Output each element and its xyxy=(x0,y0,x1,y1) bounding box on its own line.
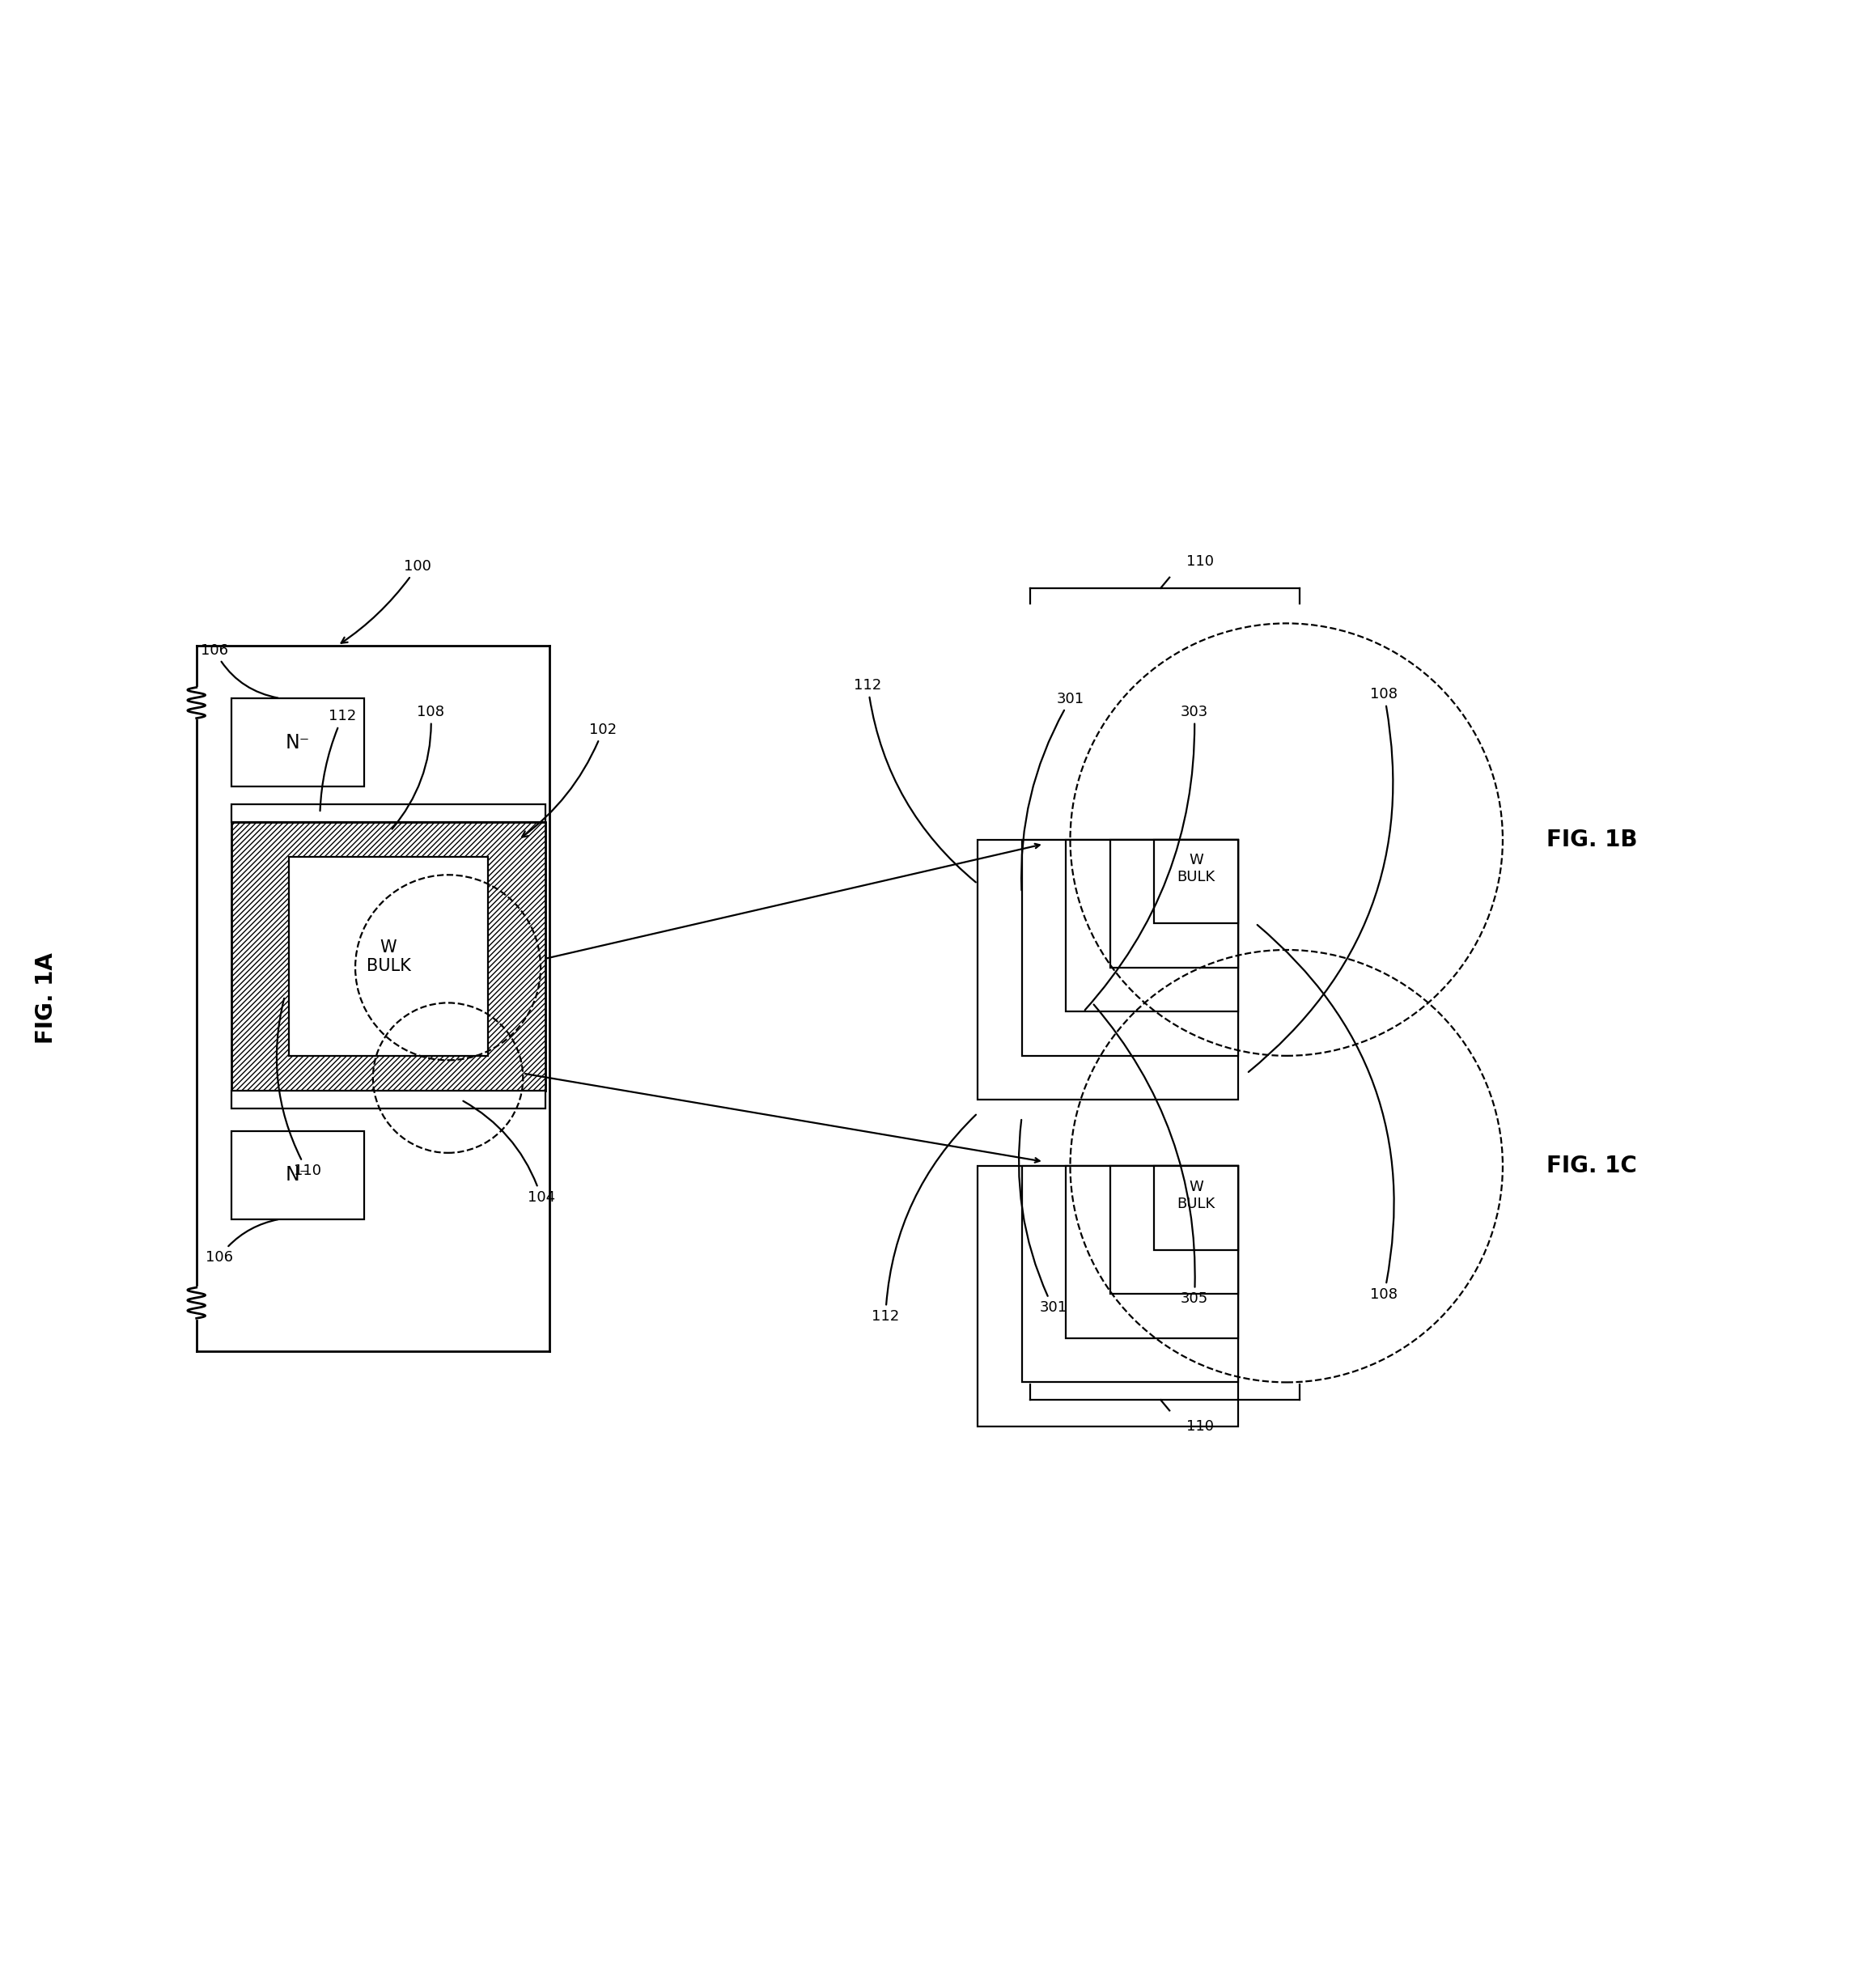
Bar xyxy=(1109,1167,1237,1294)
Text: 112: 112 xyxy=(855,678,975,883)
Text: 110: 110 xyxy=(1187,555,1213,569)
Text: 108: 108 xyxy=(1249,688,1397,1072)
Text: W
BULK: W BULK xyxy=(1176,853,1215,885)
Bar xyxy=(1066,839,1237,1012)
Text: 301: 301 xyxy=(1018,1119,1066,1314)
Text: FIG. 1C: FIG. 1C xyxy=(1548,1155,1637,1177)
Text: 305: 305 xyxy=(1094,1004,1208,1306)
Bar xyxy=(232,821,544,1091)
Text: 303: 303 xyxy=(1085,704,1208,1010)
Bar xyxy=(290,857,487,1056)
Text: 104: 104 xyxy=(463,1101,556,1205)
Text: FIG. 1A: FIG. 1A xyxy=(35,952,58,1044)
Bar xyxy=(232,698,364,787)
Bar xyxy=(1022,839,1237,1056)
Bar xyxy=(232,805,544,821)
Bar xyxy=(232,1091,544,1109)
Text: 108: 108 xyxy=(392,704,444,829)
Text: 106: 106 xyxy=(204,1219,279,1264)
Text: N⁻: N⁻ xyxy=(286,1165,310,1185)
Bar xyxy=(1154,1167,1237,1250)
Text: 110: 110 xyxy=(277,998,321,1179)
Text: W
BULK: W BULK xyxy=(366,938,411,974)
Bar xyxy=(977,839,1237,1099)
Text: N⁻: N⁻ xyxy=(286,734,310,751)
Bar xyxy=(1109,839,1237,968)
Bar xyxy=(1022,1167,1237,1382)
Text: 106: 106 xyxy=(201,642,279,698)
Bar xyxy=(1154,839,1237,922)
Text: 100: 100 xyxy=(342,559,431,642)
Text: 102: 102 xyxy=(522,722,617,837)
Text: 301: 301 xyxy=(1022,692,1085,891)
Text: 112: 112 xyxy=(871,1115,975,1324)
Text: W
BULK: W BULK xyxy=(1176,1179,1215,1211)
Text: 108: 108 xyxy=(1258,924,1397,1302)
Bar xyxy=(1066,1167,1237,1338)
Text: 110: 110 xyxy=(1187,1419,1213,1433)
Text: FIG. 1B: FIG. 1B xyxy=(1548,829,1639,851)
Bar xyxy=(232,1131,364,1219)
Bar xyxy=(977,1167,1237,1427)
Text: 112: 112 xyxy=(320,710,357,811)
